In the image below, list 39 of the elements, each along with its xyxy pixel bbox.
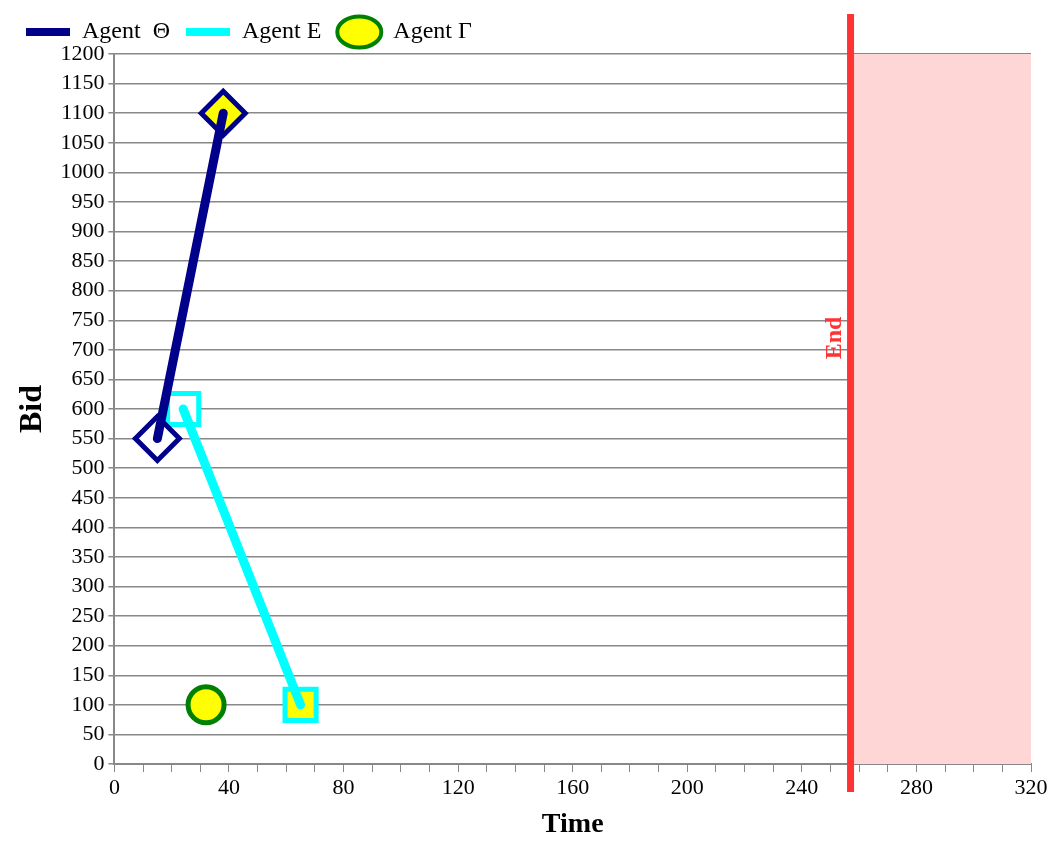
y-tick-label: 450 xyxy=(71,483,105,509)
legend-label: Agent E xyxy=(241,17,322,44)
y-tick-label: 100 xyxy=(71,690,105,716)
y-tick-label: 150 xyxy=(71,661,105,687)
y-axis-title: Bid xyxy=(12,384,49,434)
y-tick-label: 0 xyxy=(93,749,105,775)
x-tick-label: 280 xyxy=(899,773,933,799)
x-tick-label: 240 xyxy=(785,773,819,799)
x-tick-label: 40 xyxy=(217,773,240,799)
y-tick-label: 200 xyxy=(71,631,105,657)
y-tick-label: 250 xyxy=(71,601,105,627)
y-tick-label: 1050 xyxy=(60,128,105,154)
y-tick-label: 1100 xyxy=(61,98,105,124)
y-tick-label: 950 xyxy=(71,187,105,213)
y-tick-label: 500 xyxy=(71,453,105,479)
x-tick-label: 200 xyxy=(670,773,704,799)
y-tick-label: 1000 xyxy=(60,158,105,184)
y-tick-label: 300 xyxy=(71,572,105,598)
x-tick-label: 320 xyxy=(1014,773,1048,799)
y-tick-label: 650 xyxy=(71,365,105,391)
x-axis-title: Time xyxy=(541,807,604,839)
y-tick-label: 850 xyxy=(71,246,105,272)
y-tick-label: 900 xyxy=(71,217,105,243)
y-tick-label: 350 xyxy=(71,542,105,568)
x-tick-label: 80 xyxy=(332,773,355,799)
y-tick-label: 1150 xyxy=(61,69,105,95)
legend-label: Agent Θ xyxy=(82,17,170,44)
y-tick-label: 800 xyxy=(71,276,105,302)
y-tick-label: 400 xyxy=(71,513,105,539)
y-tick-label: 50 xyxy=(82,720,105,746)
x-tick-label: 160 xyxy=(556,773,590,799)
ref-line-label: End xyxy=(819,316,846,360)
legend-label: Agent Γ xyxy=(393,17,472,44)
y-tick-label: 600 xyxy=(71,394,105,420)
point xyxy=(185,684,227,726)
y-tick-label: 750 xyxy=(71,306,105,332)
y-tick-label: 550 xyxy=(71,424,105,450)
x-tick-label: 120 xyxy=(441,773,475,799)
y-tick-label: 700 xyxy=(71,335,105,361)
